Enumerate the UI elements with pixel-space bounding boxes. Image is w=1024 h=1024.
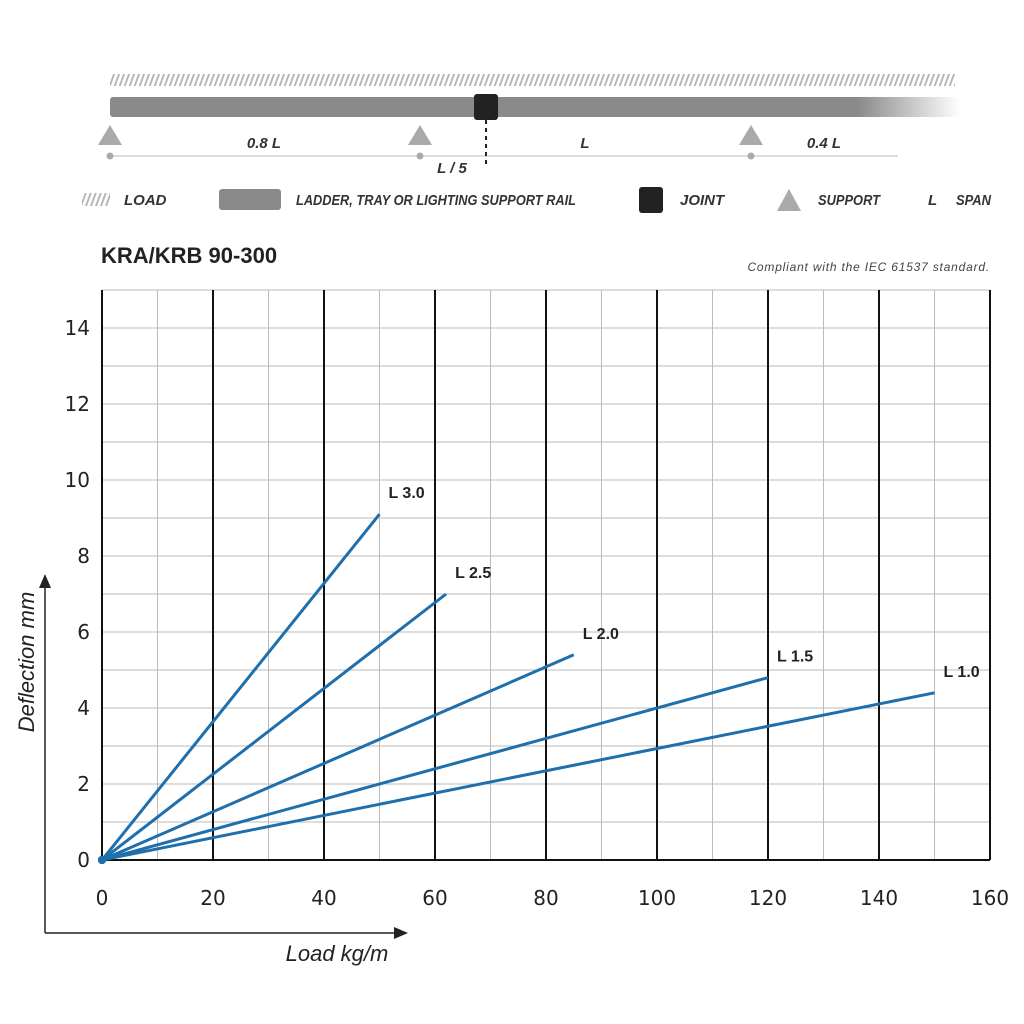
series-line xyxy=(100,513,381,861)
y-tick-label: 14 xyxy=(65,316,90,340)
legend-label: JOINT xyxy=(680,192,726,209)
x-tick-label: 40 xyxy=(311,886,336,910)
y-tick-label: 4 xyxy=(77,696,90,720)
dimension-dot xyxy=(747,152,755,160)
legend-label: LADDER, TRAY OR LIGHTING SUPPORT RAIL xyxy=(296,192,576,209)
span-label: 0.8 L xyxy=(247,135,281,152)
x-tick-label: 20 xyxy=(200,886,225,910)
chart-subtitle: Compliant with the IEC 61537 standard. xyxy=(747,260,990,274)
series-line xyxy=(101,592,448,862)
span-label: 0.4 L xyxy=(807,135,841,152)
y-arrowhead xyxy=(39,574,51,588)
legend-label: LOAD xyxy=(124,192,167,209)
x-tick-label: 120 xyxy=(749,886,787,910)
joint xyxy=(474,94,498,120)
legend-label: SPAN xyxy=(956,192,992,209)
support xyxy=(739,125,763,145)
y-tick-label: 2 xyxy=(77,772,90,796)
span-label: L xyxy=(580,135,589,152)
x-tick-label: 100 xyxy=(638,886,676,910)
y-tick-label: 0 xyxy=(77,848,90,872)
series-start xyxy=(98,856,106,864)
rail xyxy=(110,97,960,117)
dimension-dot xyxy=(416,152,424,160)
x-tick-label: 0 xyxy=(96,886,109,910)
x-tick-label: 140 xyxy=(860,886,898,910)
legend-load-icon xyxy=(82,193,110,206)
x-tick-label: 60 xyxy=(422,886,447,910)
y-tick-label: 8 xyxy=(77,544,90,568)
support xyxy=(408,125,432,145)
beam-diagram: 0.8 L L 0.4 L L / 5 xyxy=(98,74,960,177)
y-tick-label: 6 xyxy=(77,620,90,644)
y-axis-title: Deflection mm xyxy=(14,592,39,733)
chart-title: KRA/KRB 90-300 xyxy=(101,243,277,268)
series-label: L 2.5 xyxy=(455,565,491,582)
dimension-dot xyxy=(106,152,114,160)
series-line xyxy=(101,691,935,862)
y-tick-label: 12 xyxy=(65,392,90,416)
support xyxy=(98,125,122,145)
legend-rail-icon xyxy=(219,189,281,210)
legend: LOAD LADDER, TRAY OR LIGHTING SUPPORT RA… xyxy=(82,187,992,213)
legend-label: SUPPORT xyxy=(818,192,882,209)
series-line xyxy=(101,676,769,862)
y-tick-label: 10 xyxy=(65,468,90,492)
legend-joint-icon xyxy=(639,187,663,213)
x-axis-title: Load kg/m xyxy=(286,941,389,966)
legend-support-icon xyxy=(777,189,801,211)
legend-label: L xyxy=(928,192,937,209)
load-hatch xyxy=(110,74,955,86)
x-tick-label: 80 xyxy=(533,886,558,910)
x-tick-label: 160 xyxy=(971,886,1009,910)
series-line xyxy=(101,653,575,862)
series-label: L 1.5 xyxy=(777,649,813,666)
series-label: L 3.0 xyxy=(389,485,425,502)
x-arrowhead xyxy=(394,927,408,939)
series-label: L 2.0 xyxy=(583,626,619,643)
offset-label: L / 5 xyxy=(437,160,467,177)
series-label: L 1.0 xyxy=(944,664,980,681)
